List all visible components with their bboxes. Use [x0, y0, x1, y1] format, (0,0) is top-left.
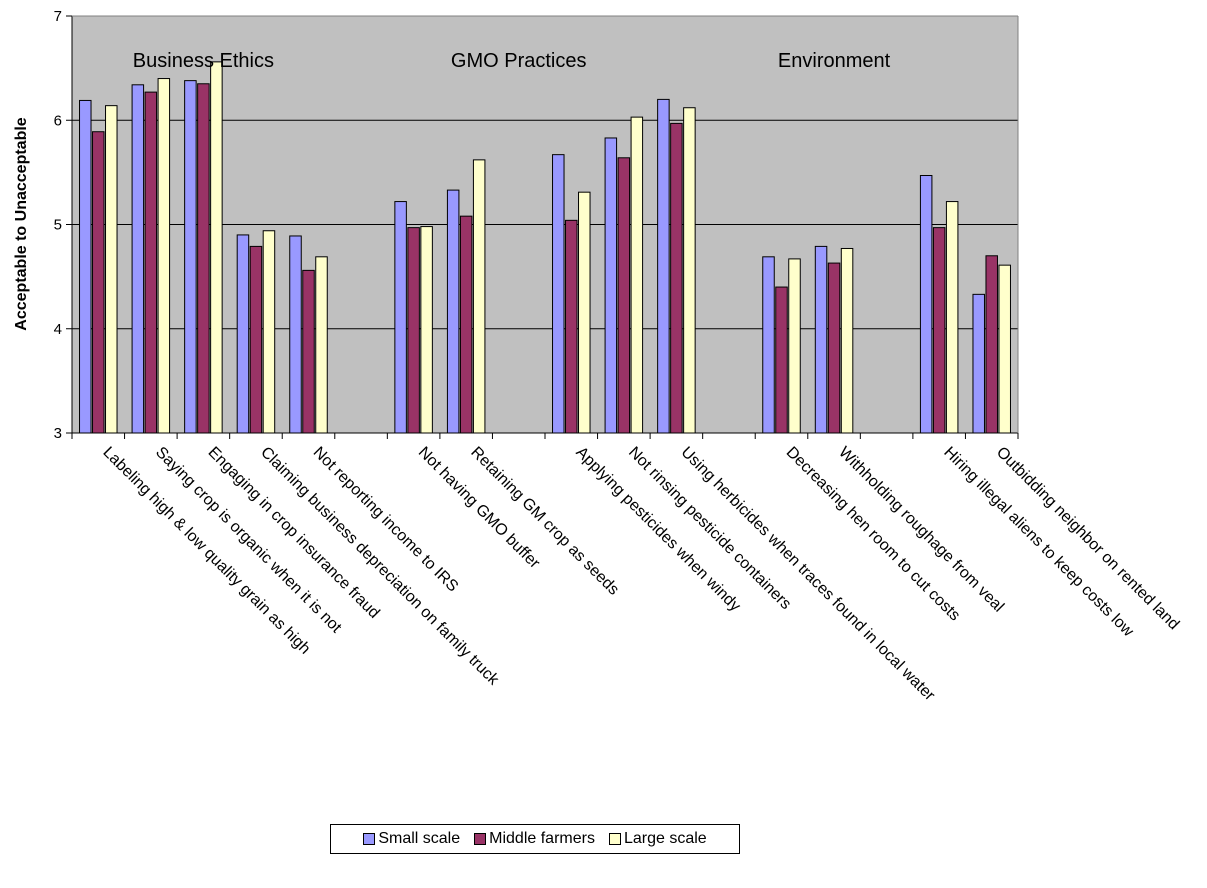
- x-tick-labels: Labeling high & low quality grain as hig…: [99, 444, 1182, 705]
- bar-small-scale: [131, 84, 145, 434]
- x-tick-label: Using herbicides when traces found in lo…: [678, 444, 939, 705]
- bar-small-scale: [394, 201, 407, 434]
- bar-middle-farmers: [827, 262, 841, 434]
- bar-large-scale: [420, 226, 433, 434]
- x-tick-label: Claiming business depreciation on family…: [257, 444, 502, 689]
- bar-small-scale: [236, 234, 250, 434]
- bar-small-scale: [762, 256, 775, 434]
- group-label-business-ethics: Business Ethics: [133, 50, 274, 72]
- bar-small-scale: [446, 189, 460, 434]
- legend-label-large-scale: Large scale: [623, 830, 707, 847]
- legend-swatch-middle-farmers: [474, 833, 487, 845]
- x-tick-label: Saying crop is organic when it is not: [152, 444, 345, 637]
- x-tick-label: Outbidding neighbor on rented land: [993, 444, 1182, 633]
- bar-small-scale: [79, 99, 92, 434]
- bar-middle-farmers: [565, 219, 578, 434]
- bar-large-scale: [998, 264, 1011, 434]
- group-label-gmo-practices: GMO Practices: [451, 50, 587, 72]
- group-labels: Business Ethics GMO Practices Environment: [133, 50, 891, 72]
- bar-small-scale: [814, 245, 828, 434]
- bar-middle-farmers: [617, 157, 631, 434]
- bar-large-scale: [105, 105, 118, 434]
- legend-item-large-scale: Large scale: [608, 830, 707, 848]
- legend-item-small-scale: Small scale: [363, 830, 460, 848]
- legend: Small scale Middle farmers Large scale: [330, 824, 740, 854]
- y-axis-label: Acceptable to Unacceptable: [13, 117, 30, 331]
- legend-label-small-scale: Small scale: [378, 830, 461, 847]
- legend-swatch-large-scale: [608, 833, 621, 845]
- bar-middle-farmers: [670, 122, 683, 434]
- bar-large-scale: [630, 116, 644, 434]
- bar-middle-farmers: [197, 83, 210, 434]
- legend-item-middle-farmers: Middle farmers: [474, 830, 595, 848]
- y-tick-label: 3: [54, 425, 62, 442]
- bar-large-scale: [578, 191, 591, 434]
- bar-small-scale: [657, 98, 670, 434]
- bar-middle-farmers: [407, 227, 420, 434]
- bar-middle-farmers: [459, 215, 473, 434]
- bar-large-scale: [840, 247, 854, 434]
- y-tick-label: 5: [54, 217, 62, 234]
- y-tick-label: 7: [54, 8, 62, 25]
- x-tick-label: Hiring illegal aliens to keep costs low: [940, 444, 1137, 641]
- axes: [66, 15, 1019, 439]
- bar-middle-farmers: [775, 286, 788, 434]
- y-tick-labels: 3 4 5 6 7: [54, 8, 62, 442]
- bar-middle-farmers: [144, 91, 158, 434]
- legend-label-middle-farmers: Middle farmers: [489, 830, 595, 847]
- bars: [79, 61, 1011, 434]
- bar-large-scale: [945, 201, 959, 434]
- bar-small-scale: [289, 235, 302, 434]
- bar-large-scale: [210, 61, 223, 434]
- bar-middle-farmers: [985, 255, 998, 434]
- y-tick-label: 4: [54, 321, 62, 338]
- y-tick-label: 6: [54, 112, 62, 129]
- group-label-environment: Environment: [778, 50, 891, 72]
- bar-large-scale: [788, 258, 801, 434]
- bar-small-scale: [919, 175, 933, 434]
- bar-large-scale: [472, 159, 486, 434]
- bar-large-scale: [157, 78, 171, 434]
- bar-small-scale: [552, 154, 565, 434]
- bar-large-scale: [262, 230, 276, 434]
- bar-middle-farmers: [92, 131, 105, 434]
- bar-middle-farmers: [302, 269, 315, 434]
- bar-middle-farmers: [932, 227, 946, 434]
- bar-middle-farmers: [249, 245, 263, 434]
- bar-small-scale: [972, 293, 985, 434]
- bar-large-scale: [683, 107, 696, 434]
- bar-small-scale: [604, 137, 618, 434]
- bar-large-scale: [315, 256, 328, 434]
- legend-swatch-small-scale: [363, 833, 376, 845]
- bar-small-scale: [184, 80, 197, 434]
